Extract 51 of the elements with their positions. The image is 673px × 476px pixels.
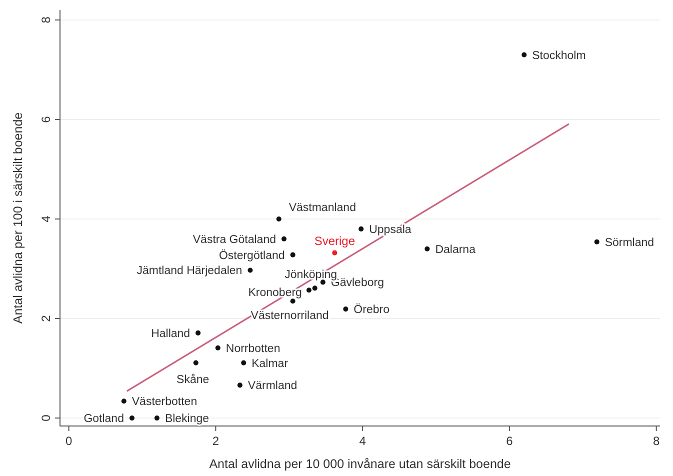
point bbox=[306, 288, 312, 293]
y-tick-label: 0 bbox=[39, 414, 53, 422]
x-tick-label: 2 bbox=[212, 434, 220, 448]
y-tick-label: 4 bbox=[39, 215, 53, 222]
x-tick-label: 6 bbox=[506, 434, 514, 448]
point bbox=[358, 226, 364, 232]
annotation: Östergötland bbox=[218, 248, 285, 262]
point bbox=[522, 52, 527, 58]
annotation: Gotland bbox=[84, 413, 124, 426]
y-tick-label: 2 bbox=[39, 314, 53, 322]
point bbox=[196, 330, 201, 336]
series-label: Sverige bbox=[314, 234, 356, 248]
point bbox=[332, 250, 338, 256]
annotation: Skåne bbox=[176, 372, 210, 386]
point bbox=[154, 416, 160, 421]
point bbox=[241, 360, 246, 366]
annotation: Jämtland Härjedalen bbox=[136, 265, 242, 278]
x-tick-label: 8 bbox=[652, 434, 660, 448]
point bbox=[248, 268, 253, 273]
annotation: Stockholm bbox=[532, 50, 586, 62]
point bbox=[193, 360, 198, 366]
annotation: Västernorriland bbox=[250, 310, 329, 322]
x-axis-title: Antal avlidna per 10 000 invånare utan särskilt boende bbox=[209, 457, 511, 471]
point bbox=[215, 345, 220, 350]
annotation: Västmanland bbox=[288, 202, 356, 214]
point bbox=[312, 286, 318, 291]
annotation: Västra Götaland bbox=[192, 234, 276, 246]
point bbox=[594, 239, 600, 244]
annotation: Örebro bbox=[354, 303, 390, 316]
point bbox=[290, 252, 296, 258]
y-tick-label: 6 bbox=[39, 116, 53, 123]
y-axis-title: Antal avlidna per 100 i särskilt boende bbox=[11, 112, 25, 324]
point bbox=[237, 382, 242, 388]
x-tick-label: 4 bbox=[359, 434, 366, 448]
point bbox=[276, 216, 282, 222]
point bbox=[343, 306, 348, 312]
x-tick-label: 0 bbox=[65, 434, 72, 448]
point bbox=[290, 298, 296, 304]
annotation: Halland bbox=[151, 328, 190, 340]
point bbox=[281, 236, 287, 242]
annotation: Kalmar bbox=[252, 358, 288, 370]
point bbox=[129, 416, 134, 421]
annotation: Värmland bbox=[248, 380, 298, 392]
annotation: Sörmland bbox=[604, 236, 654, 249]
point bbox=[424, 246, 430, 252]
y-tick-label: 8 bbox=[39, 16, 53, 24]
annotation: Norrbotten bbox=[226, 342, 280, 355]
annotation: Dalarna bbox=[435, 244, 476, 256]
annotation: Blekinge bbox=[164, 413, 210, 426]
annotation: Västerbotten bbox=[132, 396, 198, 408]
point bbox=[121, 398, 126, 404]
